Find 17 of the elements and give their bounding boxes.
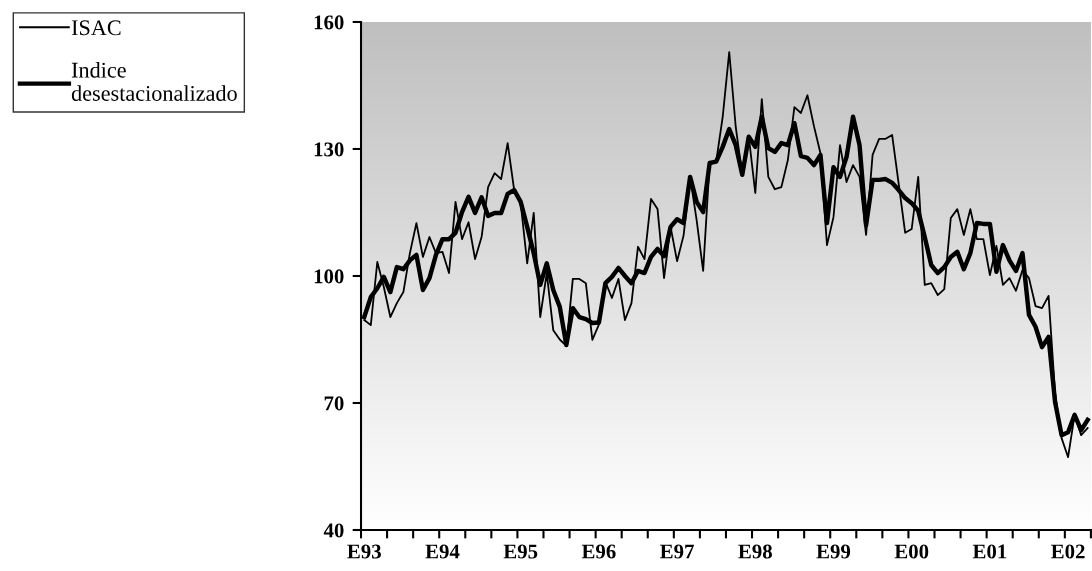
x-tick-label: E02 [1051, 544, 1085, 559]
x-tick-label: E97 [660, 544, 694, 559]
x-tick-label: E99 [816, 544, 851, 559]
x-tick-label: E96 [581, 544, 616, 559]
y-tick-label: 100 [314, 269, 344, 284]
y-tick-label: 70 [324, 396, 344, 411]
x-tick-label: E98 [738, 544, 772, 559]
y-tick-label: 40 [323, 523, 344, 538]
x-tick-label: E93 [347, 544, 381, 559]
y-tick-label: 130 [314, 142, 344, 157]
x-tick-label: E00 [894, 544, 929, 559]
x-tick-label: E95 [503, 544, 538, 559]
legend-label: ISAC [71, 20, 121, 36]
legend-label: Indice desestacionalizado [71, 62, 237, 101]
x-tick-label: E94 [425, 544, 460, 559]
x-tick-label: E01 [972, 544, 1007, 559]
y-tick-label: 160 [314, 15, 344, 30]
